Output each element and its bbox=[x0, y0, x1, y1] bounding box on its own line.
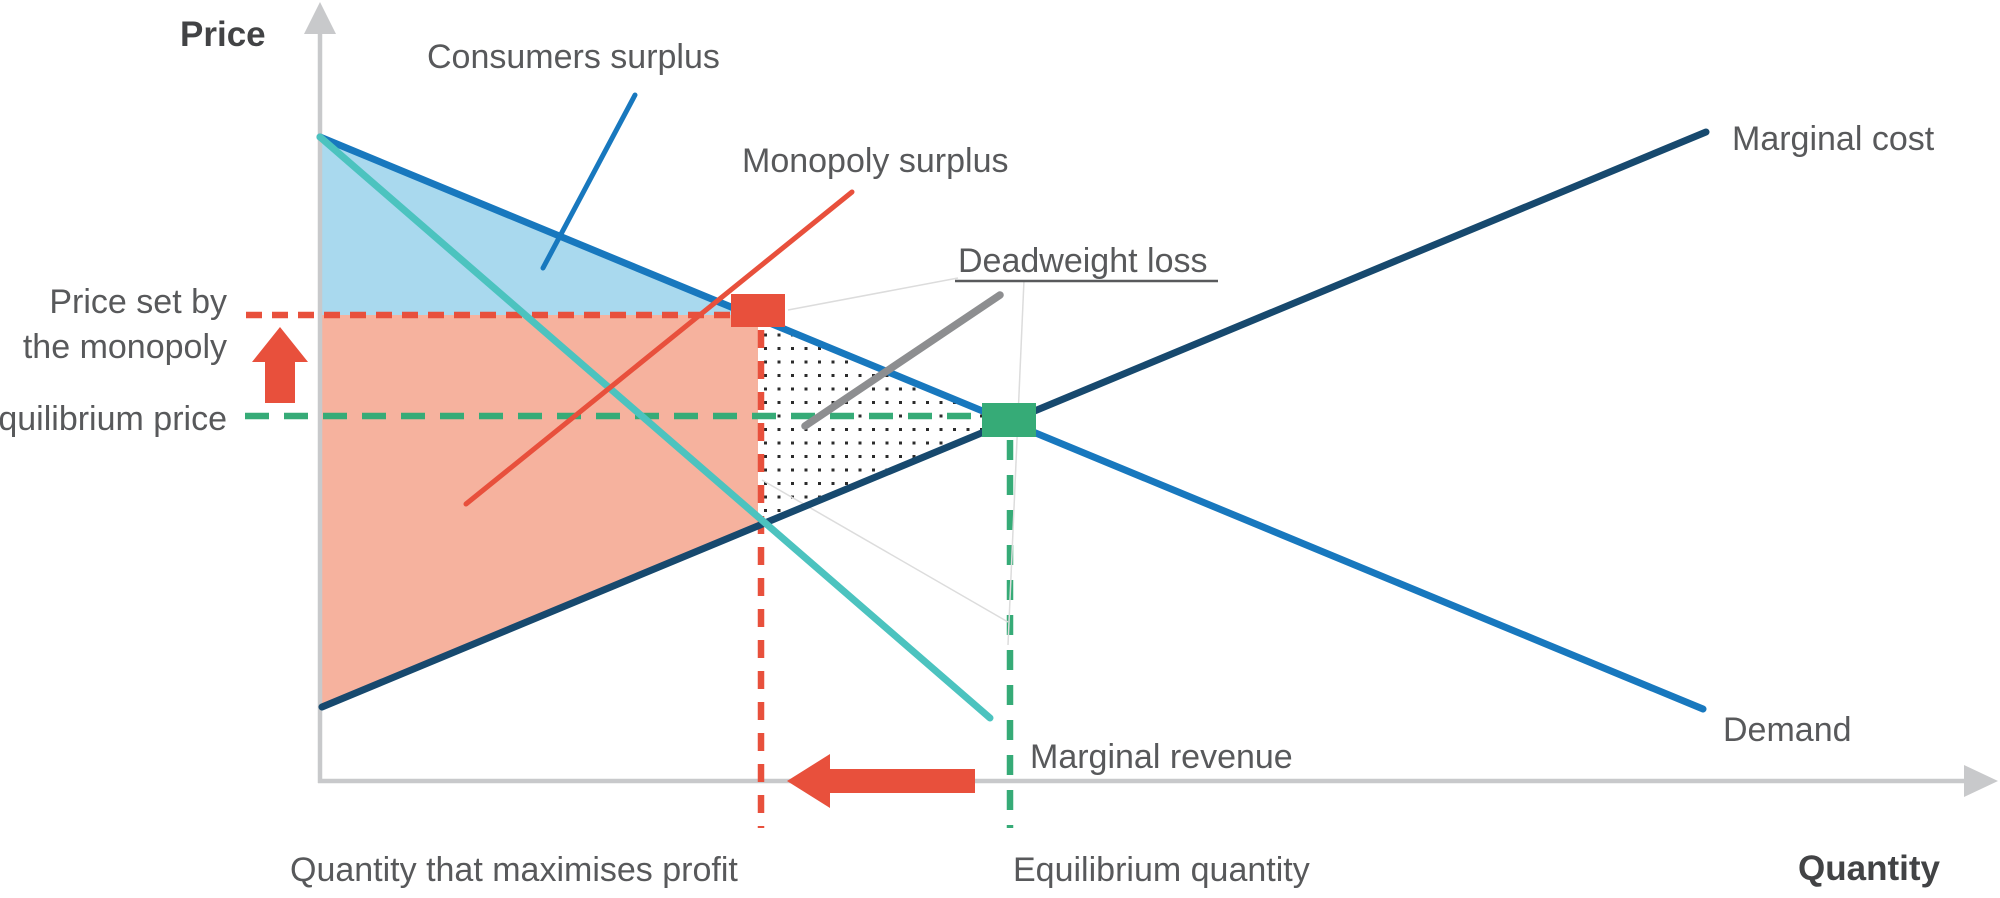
consumers-surplus-leader-line bbox=[540, 92, 638, 271]
quantity-axis-label: Quantity bbox=[1798, 849, 1940, 888]
monopoly-price-label-line1: Price set by bbox=[49, 283, 227, 321]
y-axis-arrow-icon bbox=[304, 2, 336, 34]
price-axis-label: Price bbox=[180, 15, 266, 54]
deadweight-loss-label: Deadweight loss bbox=[958, 242, 1207, 280]
monopoly-surplus-region bbox=[322, 315, 758, 707]
demand-label: Demand bbox=[1723, 711, 1852, 749]
marginal-revenue-label: Marginal revenue bbox=[1030, 738, 1293, 776]
deadweight-loss-callout-hairline-top bbox=[787, 277, 959, 311]
deadweight-loss-callout-hairline-right bbox=[1007, 279, 1025, 646]
monopoly-price-marker bbox=[731, 294, 785, 327]
marginal-cost-label: Marginal cost bbox=[1732, 120, 1935, 158]
equilibrium-price-label: Equilibrium price bbox=[0, 400, 227, 438]
x-axis-arrow-icon bbox=[1964, 765, 1998, 797]
marginal-revenue-line bbox=[316, 133, 994, 722]
consumers-surplus-label: Consumers surplus bbox=[427, 38, 720, 76]
monopoly-price-label-line2: the monopoly bbox=[23, 328, 227, 366]
equilibrium-quantity-label: Equilibrium quantity bbox=[1013, 851, 1310, 889]
monopoly-surplus-leader-line bbox=[463, 189, 855, 507]
monopoly-surplus-label: Monopoly surplus bbox=[742, 142, 1008, 180]
price-increase-arrow-icon bbox=[252, 327, 308, 403]
quantity-max-profit-label: Quantity that maximises profit bbox=[290, 851, 738, 889]
equilibrium-marker bbox=[982, 403, 1036, 437]
deadweight-loss-region bbox=[762, 320, 1007, 523]
deadweight-loss-pointer-line bbox=[801, 291, 1004, 430]
quantity-decrease-arrow-icon bbox=[787, 754, 975, 808]
